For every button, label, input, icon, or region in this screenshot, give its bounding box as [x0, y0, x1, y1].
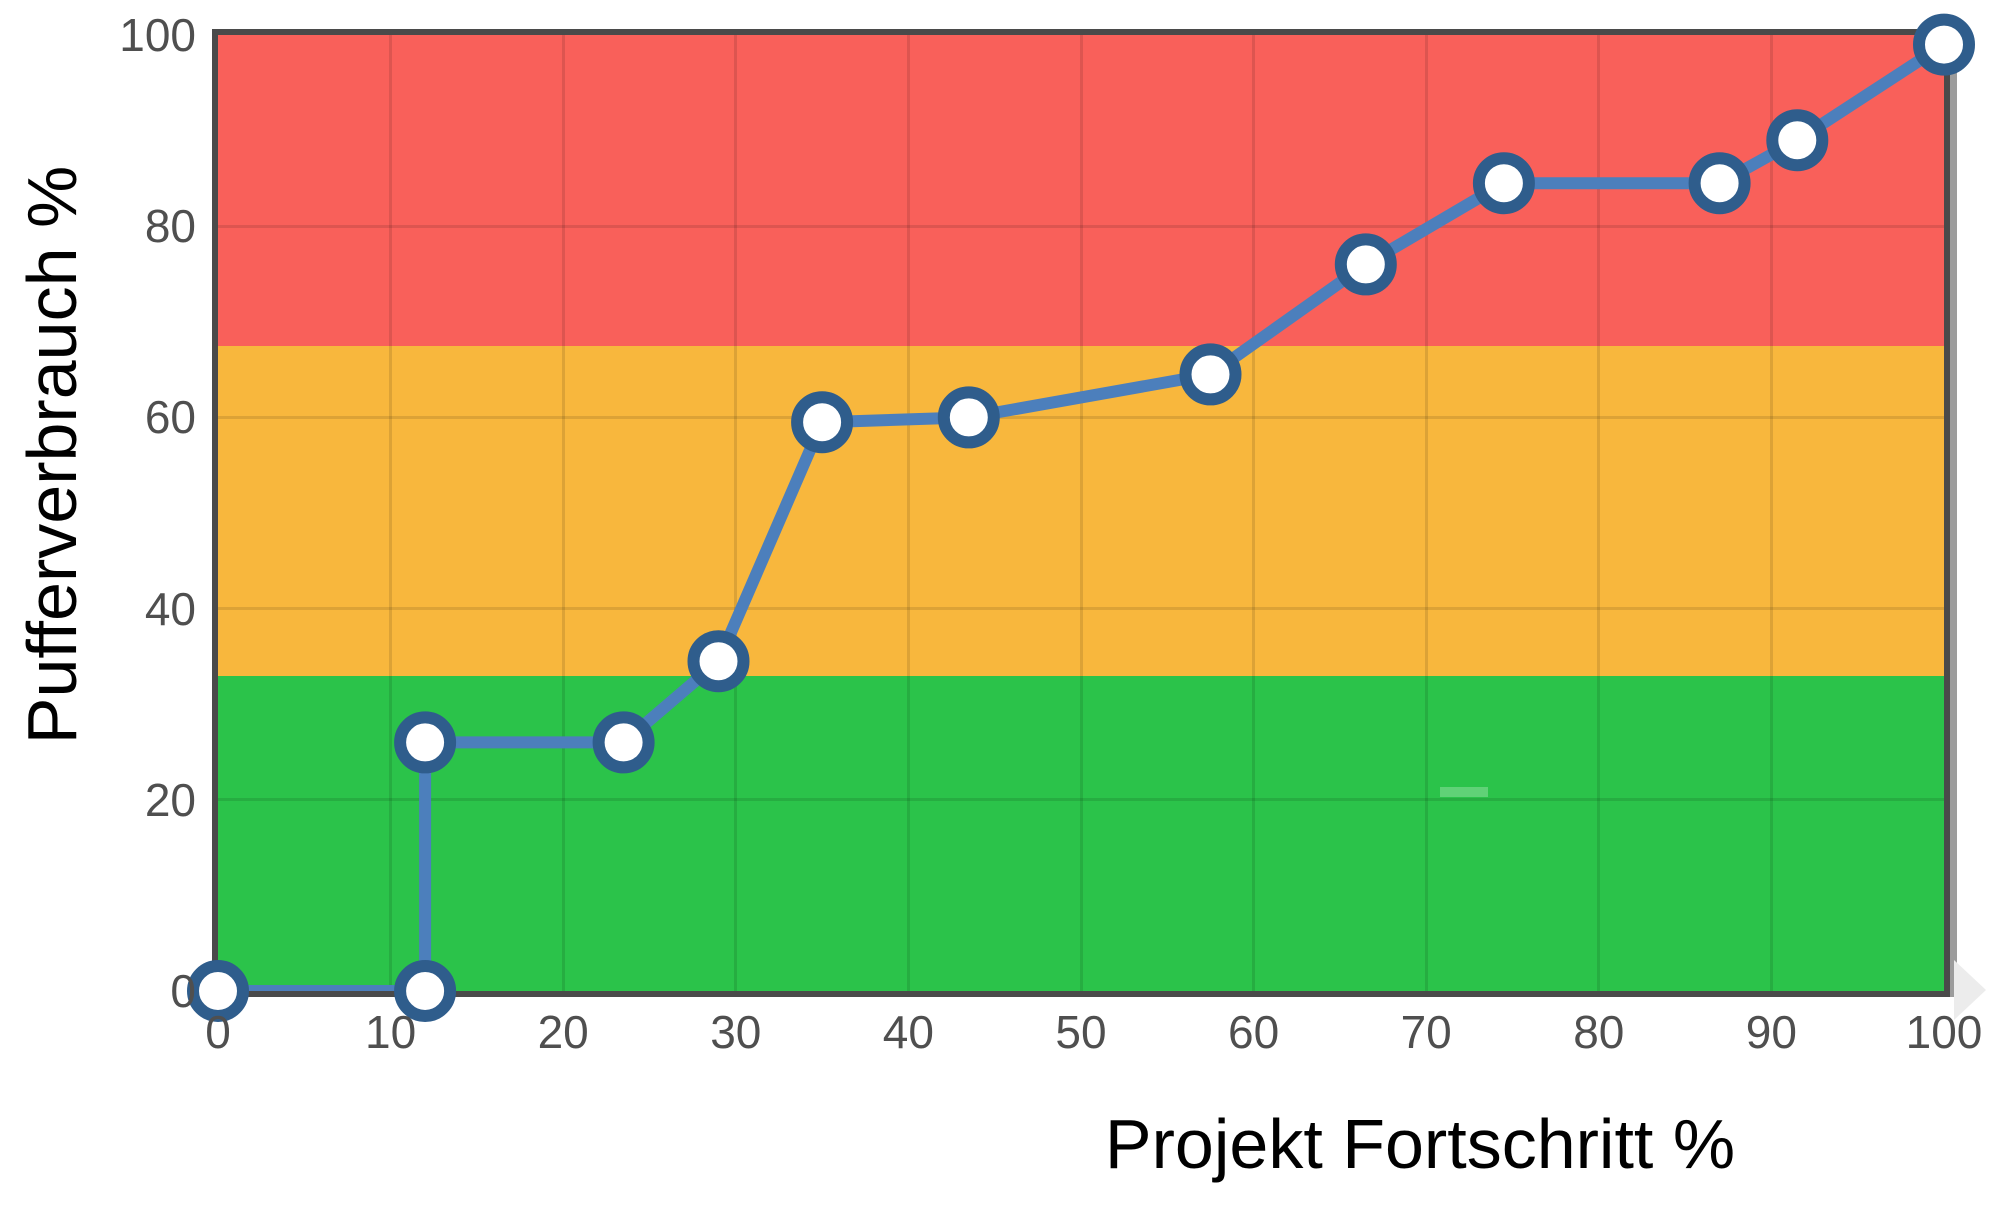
y-tick-label-60: 60	[144, 391, 196, 444]
y-tick-label-20: 20	[144, 773, 196, 826]
data-point-0	[187, 960, 249, 1022]
gridline-y-20	[218, 798, 1944, 802]
y-tick-label-40: 40	[144, 582, 196, 635]
gridline-x-20	[561, 35, 565, 991]
data-point-12	[1913, 13, 1975, 76]
x-tick-label-20: 20	[537, 1006, 589, 1058]
y-tick-label-0: 0	[170, 965, 196, 1017]
y-tick-label-80: 80	[144, 200, 196, 253]
gridline-x-80	[1597, 35, 1601, 991]
x-tick-label-60: 60	[1228, 1006, 1280, 1058]
x-tick-label-70: 70	[1400, 1006, 1452, 1058]
gridline-x-50	[1079, 35, 1083, 991]
x-tick-label-90: 90	[1745, 1006, 1797, 1058]
data-point-11	[1766, 109, 1829, 172]
green-zone	[218, 675, 1944, 991]
x-tick-label-50: 50	[1055, 1006, 1107, 1058]
data-markers	[187, 13, 1975, 1022]
data-point-9	[1472, 152, 1535, 215]
x-tick-label-30: 30	[710, 1006, 762, 1058]
gridline-y-60	[218, 415, 1944, 419]
data-point-2	[394, 711, 457, 774]
data-point-3	[592, 711, 655, 774]
data-point-8	[1334, 233, 1397, 296]
gridline-x-10	[389, 35, 393, 991]
data-point-10	[1688, 152, 1751, 215]
data-point-1	[394, 960, 457, 1022]
gridline-y-40	[218, 607, 1944, 611]
render-artifact-arrow	[1954, 960, 1986, 1020]
x-tick-label-80: 80	[1573, 1006, 1625, 1058]
x-tick-label-100: 100	[1905, 1006, 1983, 1058]
y-tick-label-100: 100	[119, 9, 196, 61]
data-point-5	[791, 391, 854, 454]
gridline-x-60	[1252, 35, 1256, 991]
gridline-x-90	[1769, 35, 1773, 991]
data-point-4	[687, 630, 750, 693]
plot-border	[212, 29, 1950, 997]
gridline-y-80	[218, 224, 1944, 228]
gridline-x-40	[906, 35, 910, 991]
gridline-x-70	[1424, 35, 1428, 991]
data-point-7	[1179, 343, 1242, 406]
render-artifact-smudge	[1440, 787, 1488, 797]
plot-area	[218, 35, 1944, 991]
x-axis-title: Projekt Fortschritt %	[1104, 1105, 1736, 1183]
gridline-x-30	[734, 35, 738, 991]
red-zone	[218, 35, 1944, 346]
x-tick-label-10: 10	[365, 1006, 417, 1058]
buffer-consumption-line	[212, 38, 1950, 997]
x-tick-label-40: 40	[882, 1006, 934, 1058]
data-point-6	[937, 386, 1000, 449]
x-tick-label-0: 0	[205, 1006, 231, 1058]
